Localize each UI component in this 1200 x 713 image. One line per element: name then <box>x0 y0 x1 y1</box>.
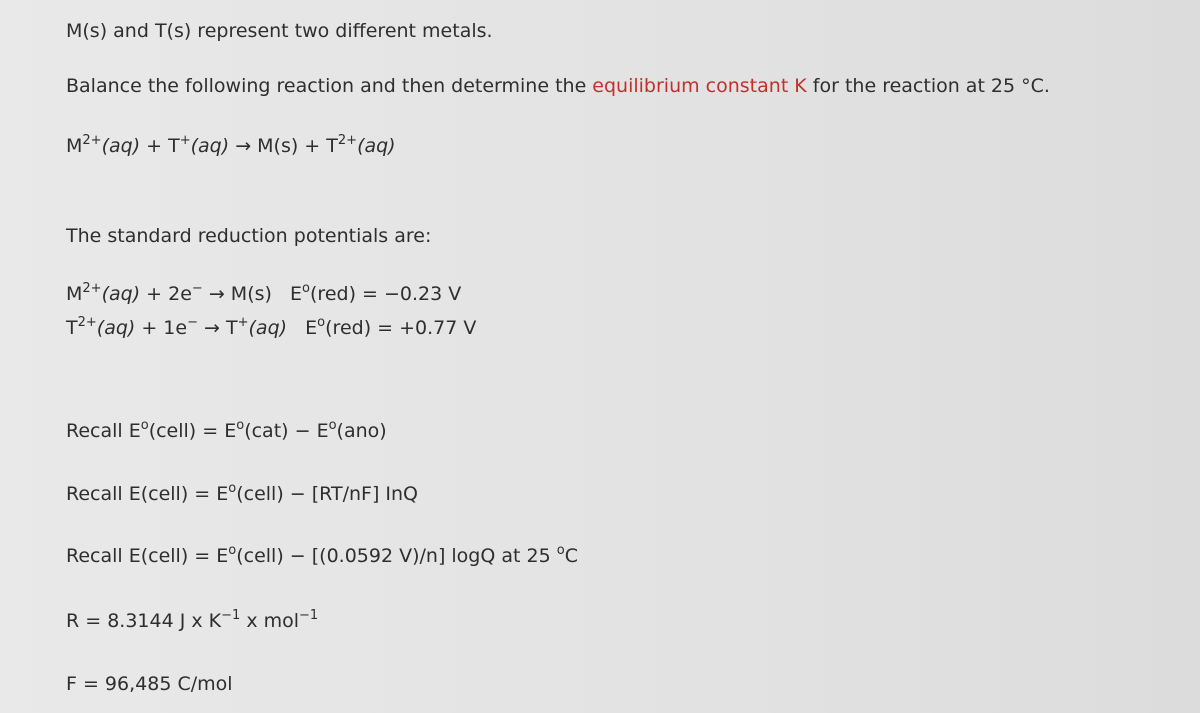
recall: Recall E(cell) = Eo(cell) − [(0.0592 V)/… <box>66 543 578 567</box>
state: (aq) <box>248 317 288 339</box>
faraday-constant: F = 96,485 C/mol <box>66 673 233 695</box>
text: Recall E <box>66 420 141 442</box>
charge: + <box>237 315 249 330</box>
half-reaction: M2+(aq) + 2e− → M(s) Eo(red) = −0.23 V <box>66 281 462 305</box>
degree: o <box>302 281 311 296</box>
gas-constant: R = 8.3144 J x K−1 x mol−1 <box>66 608 319 632</box>
text: (cell) − [RT/nF] InQ <box>236 483 419 505</box>
text: Recall E(cell) = E <box>66 483 229 505</box>
intro: M(s) and T(s) represent two different me… <box>66 20 493 42</box>
text: → M(s) + T <box>229 135 338 157</box>
text: (red) = −0.23 V <box>310 283 462 305</box>
text: (cell) = E <box>148 420 237 442</box>
state: (aq) <box>190 135 230 157</box>
text: + T <box>140 135 180 157</box>
text: Recall E(cell) = E <box>66 545 229 567</box>
charge: 2+ <box>337 133 358 148</box>
text: C <box>564 545 578 567</box>
text: → M(s) E <box>202 283 303 305</box>
degree: o <box>228 543 237 558</box>
reaction: M2+(aq) + T+(aq) → M(s) + T2+(aq) <box>66 133 396 157</box>
text: R = 8.3144 J x K <box>66 610 222 632</box>
state: (aq) <box>357 135 396 157</box>
degree: o <box>140 418 149 433</box>
state: (aq) <box>101 135 141 157</box>
charge: 2+ <box>82 281 102 296</box>
charge: − <box>187 315 198 330</box>
degree: o <box>317 315 326 330</box>
text: + 1e <box>135 317 188 339</box>
degree: o <box>236 418 245 433</box>
text: → T <box>198 317 238 339</box>
text: M <box>66 283 83 305</box>
charge: 2+ <box>82 133 102 148</box>
text: + 2e <box>140 283 192 305</box>
text: E <box>287 317 318 339</box>
charge: + <box>179 133 191 148</box>
exponent: −1 <box>221 608 241 623</box>
potentials-heading: The standard reduction potentials are: <box>66 225 432 247</box>
recall: Recall Eo(cell) = Eo(cat) − Eo(ano) <box>66 418 387 442</box>
half-reaction: T2+(aq) + 1e− → T+(aq) Eo(red) = +0.77 V <box>66 315 477 339</box>
text: x mol <box>240 610 300 632</box>
text: for the reaction at 25 °C. <box>806 75 1050 97</box>
highlight: equilibrium constant K <box>592 75 807 97</box>
exponent: −1 <box>299 608 319 623</box>
text: M <box>66 135 83 157</box>
text: (cat) − E <box>244 420 329 442</box>
charge: − <box>191 281 203 296</box>
text: Balance the following reaction and then … <box>66 75 593 97</box>
text: (red) = +0.77 V <box>325 317 477 339</box>
text: T <box>66 317 78 339</box>
degree: o <box>556 543 565 558</box>
instruction: Balance the following reaction and then … <box>66 75 1050 97</box>
text: (ano) <box>336 420 387 442</box>
recall: Recall E(cell) = Eo(cell) − [RT/nF] InQ <box>66 481 419 505</box>
text: (cell) − [(0.0592 V)/n] logQ at 25 <box>236 545 557 567</box>
degree: o <box>228 481 237 496</box>
charge: 2+ <box>77 315 97 330</box>
state: (aq) <box>101 283 141 305</box>
degree: o <box>328 418 337 433</box>
state: (aq) <box>96 317 136 339</box>
